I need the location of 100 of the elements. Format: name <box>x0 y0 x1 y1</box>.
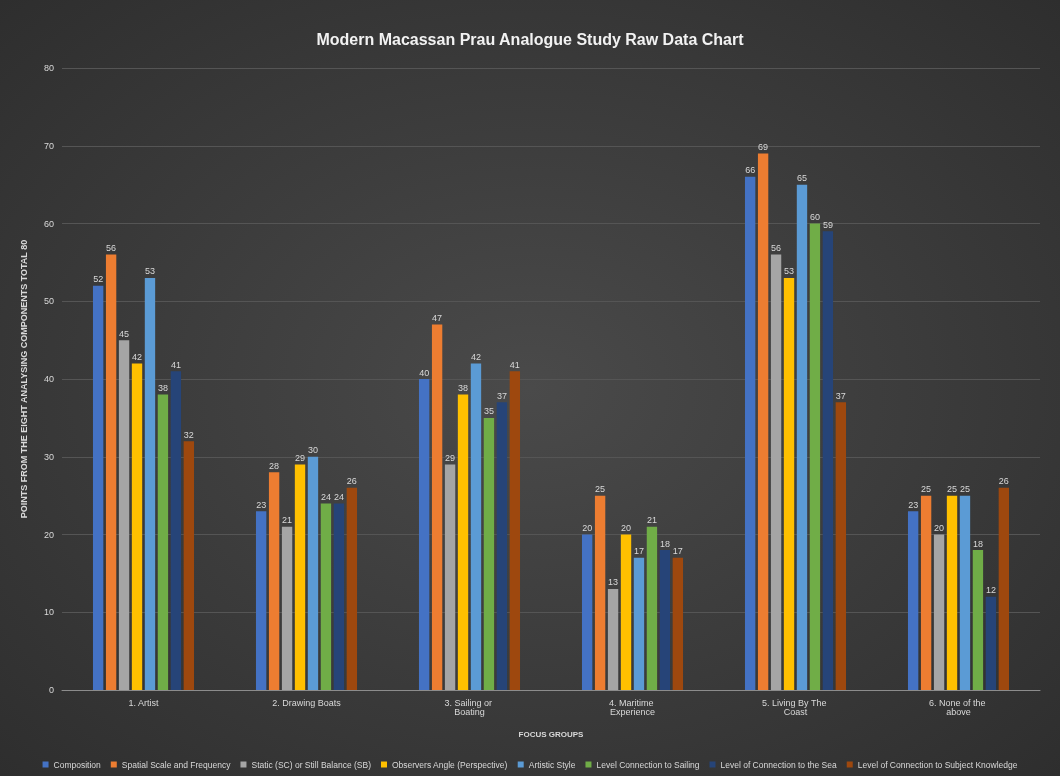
bar <box>92 285 104 690</box>
bar <box>809 223 821 690</box>
data-label: 42 <box>470 351 481 362</box>
bar <box>985 596 997 690</box>
bar <box>972 550 984 690</box>
bar <box>646 526 658 690</box>
data-label: 52 <box>93 274 104 285</box>
data-label: 38 <box>157 383 168 394</box>
bar <box>933 534 945 690</box>
bar <box>431 324 443 690</box>
bar <box>607 588 619 690</box>
bar <box>418 379 430 690</box>
data-label: 26 <box>346 476 357 487</box>
bar <box>633 557 645 690</box>
data-label: 30 <box>307 445 318 456</box>
legend-label: Composition <box>53 759 102 770</box>
bar <box>457 394 469 690</box>
y-tick-label: 0 <box>48 685 54 695</box>
legend-label: Level Connection to Sailing <box>596 759 700 770</box>
bar <box>757 153 769 690</box>
legend-label: Level of Connection to the Sea <box>720 759 838 770</box>
data-label: 29 <box>445 453 456 464</box>
data-label: 18 <box>659 538 670 549</box>
data-label: 24 <box>320 491 331 502</box>
legend-label: Observers Angle (Perspective) <box>391 759 508 770</box>
bar <box>796 184 808 690</box>
data-label: 21 <box>282 515 293 526</box>
data-label: 37 <box>496 390 507 401</box>
bar <box>509 371 521 690</box>
data-label: 41 <box>509 359 520 370</box>
legend-label: Spatial Scale and Frequency <box>121 759 232 770</box>
y-tick-label: 30 <box>43 451 54 462</box>
bar <box>581 534 593 690</box>
legend-label: Level of Connection to Subject Knowledge <box>857 759 1018 770</box>
data-label: 38 <box>458 383 469 394</box>
data-label: 56 <box>771 243 782 254</box>
data-label: 25 <box>921 484 932 495</box>
bar <box>444 464 456 690</box>
y-tick-label: 60 <box>43 218 54 229</box>
bar <box>281 526 293 690</box>
data-label: 13 <box>608 577 619 588</box>
y-tick-label: 40 <box>43 374 54 384</box>
bar <box>783 277 795 690</box>
x-tick-label: 4. Maritime Experience <box>608 697 657 717</box>
data-label: 42 <box>132 351 143 362</box>
bar <box>907 511 919 690</box>
x-tick-label: 5. Living By The Coast <box>762 697 829 717</box>
data-label: 60 <box>809 212 820 222</box>
bar <box>118 340 130 690</box>
x-tick-label: 2. Drawing Boats <box>272 697 342 708</box>
data-label: 23 <box>908 499 919 510</box>
bar <box>268 472 280 690</box>
data-label: 17 <box>672 546 683 557</box>
bar <box>255 511 267 690</box>
bar <box>157 394 169 690</box>
y-tick-label: 10 <box>43 607 54 618</box>
bar <box>822 231 834 690</box>
data-label: 21 <box>646 515 657 526</box>
data-label: 26 <box>998 476 1009 487</box>
data-label: 23 <box>256 499 267 510</box>
bar <box>144 277 156 690</box>
bar <box>307 456 319 690</box>
y-tick-label: 50 <box>43 296 54 307</box>
bar <box>170 371 182 690</box>
data-label: 25 <box>595 484 606 495</box>
bar <box>659 550 671 690</box>
data-label: 59 <box>822 219 833 230</box>
bar <box>744 176 756 690</box>
y-axis-title: POINTS FROM THE EIGHT ANALYSING COMPONENTS TOTAL 80 <box>18 239 29 519</box>
data-label: 29 <box>295 453 306 464</box>
data-label: 24 <box>333 491 344 502</box>
data-label: 17 <box>633 546 644 557</box>
x-axis-title: FOCUS GROUPS <box>518 729 585 739</box>
x-tick-label: 1. Artist <box>128 697 159 708</box>
data-label: 35 <box>483 406 494 417</box>
x-tick-label: 3. Sailing or Boating <box>444 697 495 717</box>
bar <box>483 417 495 690</box>
data-label: 37 <box>835 390 846 401</box>
bar <box>105 254 117 690</box>
bar <box>920 495 932 690</box>
data-label: 18 <box>972 538 983 549</box>
data-label: 69 <box>758 142 769 153</box>
data-label: 41 <box>170 359 181 370</box>
data-label: 56 <box>106 243 117 254</box>
bar <box>770 254 782 690</box>
data-label: 53 <box>784 266 795 277</box>
y-tick-label: 80 <box>43 63 54 73</box>
data-label: 25 <box>947 484 958 495</box>
bar <box>998 487 1010 690</box>
chart-title: Modern Macassan Prau Analogue Study Raw Data Chart <box>316 30 745 48</box>
data-label: 12 <box>985 585 996 596</box>
bar <box>959 495 971 690</box>
data-label: 25 <box>959 484 970 495</box>
bar <box>320 503 332 690</box>
data-label: 47 <box>432 313 443 324</box>
bar <box>346 487 358 690</box>
bar <box>294 464 306 690</box>
data-label: 28 <box>269 460 280 471</box>
bar <box>131 363 143 690</box>
bar <box>470 363 482 690</box>
